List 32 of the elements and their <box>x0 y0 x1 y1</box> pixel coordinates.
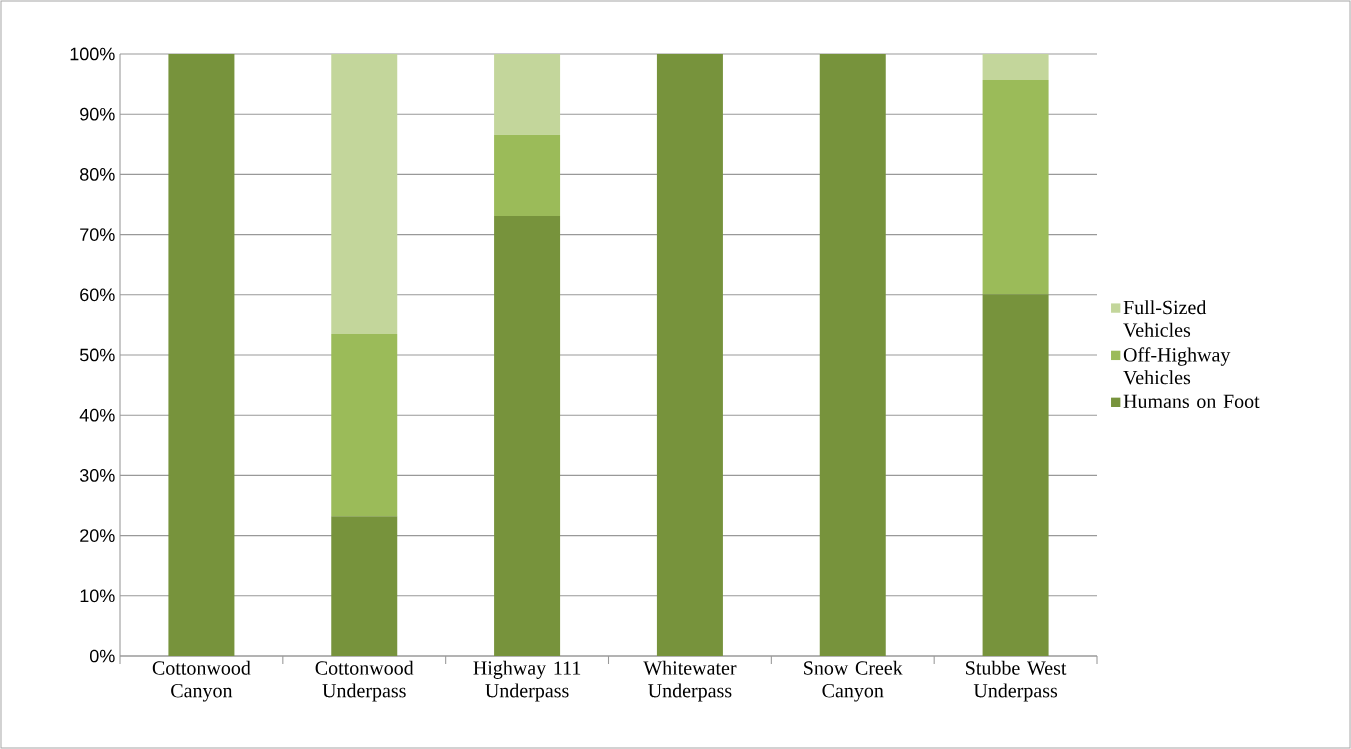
y-tick-label: 90% <box>80 107 115 121</box>
x-tick-label: Cottonwood Underpass <box>315 660 414 702</box>
bar <box>494 215 561 656</box>
legend-label: Full-Sized Vehicles <box>1123 300 1207 337</box>
y-tick-label: 60% <box>80 288 115 302</box>
y-tick-label: 80% <box>80 168 115 181</box>
bar <box>982 53 1049 80</box>
y-tick-label: 10% <box>80 589 115 603</box>
y-tick-label: 30% <box>79 469 115 482</box>
bar <box>656 53 723 656</box>
x-tick-label: Stubbe West Underpass <box>966 660 1067 702</box>
y-tick-label: 0% <box>89 649 115 663</box>
x-tick-label: Cottonwood Canyon <box>152 660 251 702</box>
bar <box>331 333 398 517</box>
y-tick-label: 20% <box>80 529 115 542</box>
legend-label: Humans on Foot <box>1123 394 1260 409</box>
x-tick-label: Whitewater Underpass <box>643 660 737 702</box>
bar <box>168 53 235 656</box>
y-tick-label: 50% <box>79 348 115 362</box>
bar <box>494 53 561 135</box>
bar <box>494 134 561 216</box>
bar <box>331 516 398 656</box>
bar <box>331 53 398 334</box>
bar <box>982 79 1049 295</box>
y-tick-label: 100% <box>70 47 115 61</box>
x-tick-label: Highway 111 Underpass <box>473 660 581 702</box>
y-tick-label: 70% <box>80 228 115 241</box>
legend-label: Off-Highway Vehicles <box>1123 347 1231 385</box>
x-tick-label: Snow Creek Canyon <box>804 660 903 702</box>
bar <box>982 294 1049 656</box>
y-tick-label: 40% <box>79 408 115 422</box>
bar <box>819 53 886 656</box>
